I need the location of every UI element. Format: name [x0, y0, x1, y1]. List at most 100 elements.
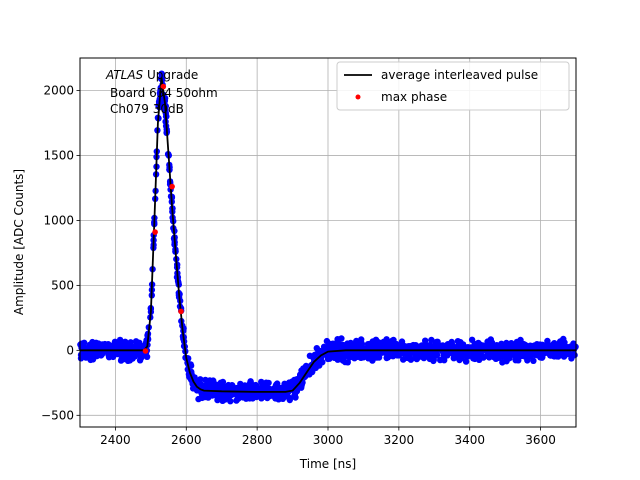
- scatter-point: [539, 348, 546, 355]
- scatter-point: [568, 355, 575, 362]
- scatter-point: [452, 354, 460, 361]
- scatter-point: [384, 354, 392, 361]
- scatter-point: [369, 357, 376, 364]
- scatter-point: [375, 354, 383, 361]
- scatter-point: [340, 354, 347, 361]
- legend-label-max-phase: max phase: [381, 90, 447, 104]
- scatter-point: [352, 340, 360, 347]
- scatter-point: [487, 343, 494, 351]
- legend: average interleaved pulse max phase: [336, 61, 570, 111]
- scatter-point: [560, 335, 567, 343]
- max-phase-point: [178, 308, 184, 315]
- scatter-point: [117, 350, 124, 357]
- grid: [80, 58, 576, 427]
- y-tick-label: 1000: [43, 213, 74, 227]
- scatter-point: [398, 338, 406, 345]
- x-tick-label: 3200: [384, 433, 415, 447]
- scatter-point: [492, 354, 500, 361]
- max-phase-point: [169, 183, 175, 190]
- scatter-point: [79, 341, 87, 349]
- plot-area: [77, 70, 579, 405]
- scatter-point: [197, 376, 204, 383]
- scatter-point: [96, 342, 103, 350]
- scatter-point: [332, 345, 339, 352]
- legend-label-average-pulse: average interleaved pulse: [381, 68, 538, 82]
- max-phase-point: [152, 229, 158, 235]
- scatter-point: [272, 394, 279, 401]
- scatter-point: [444, 341, 451, 348]
- annotation-upgrade: Upgrade: [143, 68, 198, 82]
- scatter-point: [527, 352, 534, 359]
- scatter-point: [508, 348, 515, 355]
- y-axis-title: Amplitude [ADC Counts]: [12, 169, 26, 315]
- scatter-point: [389, 339, 396, 346]
- scatter-point: [316, 347, 324, 355]
- scatter-point: [108, 346, 115, 353]
- legend-marker-swatch: [355, 94, 361, 100]
- scatter-point: [108, 352, 115, 359]
- scatter-point: [479, 353, 487, 360]
- y-tick-label: 2000: [43, 83, 74, 97]
- x-tick-label: 3600: [525, 433, 556, 447]
- scatter-point: [89, 350, 96, 357]
- scatter-point: [472, 354, 479, 361]
- scatter-point: [408, 344, 415, 351]
- scatter-point: [246, 395, 253, 402]
- scatter-point: [420, 354, 428, 362]
- scatter-point: [564, 344, 571, 351]
- scatter-point: [224, 392, 231, 400]
- scatter-point: [79, 353, 86, 360]
- scatter-point: [459, 349, 466, 357]
- scatter-point: [263, 381, 270, 388]
- average-pulse-line: [80, 77, 576, 393]
- scatter-point: [130, 350, 138, 357]
- scatter-point: [380, 342, 387, 349]
- scatter-point: [273, 384, 280, 391]
- scatter-point: [227, 398, 234, 405]
- scatter-point: [282, 384, 290, 392]
- scatter-point: [91, 340, 98, 348]
- x-axis-title: Time [ns]: [299, 457, 356, 471]
- max-phase-point: [160, 83, 167, 90]
- scatter-point: [293, 388, 300, 395]
- y-tick-label: 1500: [43, 148, 74, 162]
- scatter-point: [102, 345, 109, 353]
- scatter-point: [245, 383, 252, 390]
- max-phase-point: [142, 348, 149, 354]
- x-tick-label: 3000: [313, 433, 344, 447]
- scatter-point: [136, 357, 144, 364]
- scatter-point: [330, 351, 338, 358]
- scatter-point: [126, 357, 134, 364]
- scatter-point: [334, 337, 341, 344]
- annotation-atlas: ATLAS: [105, 68, 144, 82]
- annotation: ATLAS Upgrade Board 634 50ohm Ch079 30dB: [105, 68, 218, 116]
- annotation-line-2: Board 634 50ohm: [110, 86, 218, 100]
- scatter-point: [93, 352, 101, 360]
- scatter-point: [468, 336, 476, 343]
- scatter-point: [455, 339, 463, 347]
- scatter-point: [405, 354, 412, 361]
- x-tick-label: 3400: [454, 433, 485, 447]
- scatter-point: [431, 352, 438, 359]
- legend-box: [336, 61, 570, 111]
- x-tick-label: 2400: [100, 433, 131, 447]
- scatter-point: [211, 391, 218, 399]
- scatter-point: [311, 351, 319, 358]
- scatter-point: [519, 340, 527, 347]
- scatter-point: [117, 357, 125, 364]
- scatter-point: [350, 351, 357, 358]
- scatter-point: [538, 353, 546, 361]
- scatter-point: [544, 337, 551, 345]
- scatter-point: [506, 354, 513, 362]
- x-tick-label: 2800: [242, 433, 273, 447]
- scatter-point: [255, 386, 262, 393]
- scatter-point: [198, 394, 206, 402]
- y-tick-label: 0: [66, 343, 74, 357]
- ticks: 2400 2600 2800 3000 3200 3400 3600 −500 0 500 1000…: [41, 83, 556, 447]
- scatter-point: [98, 351, 106, 358]
- annotation-line-1: ATLAS Upgrade: [105, 68, 198, 82]
- scatter-point: [445, 350, 453, 357]
- scatter-point: [416, 343, 423, 350]
- scatter-point: [517, 348, 524, 355]
